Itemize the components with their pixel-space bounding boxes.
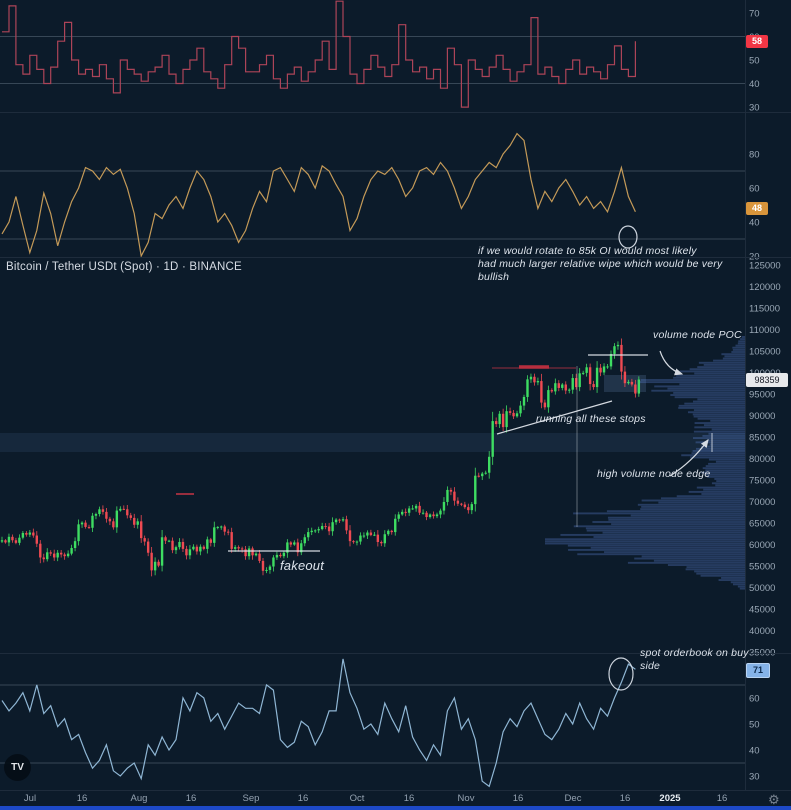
svg-text:20: 20 bbox=[749, 251, 760, 262]
note-running-stops: running all these stops bbox=[536, 413, 646, 425]
svg-text:45000: 45000 bbox=[749, 605, 775, 616]
svg-text:Jul: Jul bbox=[24, 793, 36, 804]
note-high-volume-node-edge: high volume node edge bbox=[597, 468, 711, 480]
svg-text:Nov: Nov bbox=[458, 793, 475, 804]
svg-text:40: 40 bbox=[749, 745, 760, 756]
svg-text:115000: 115000 bbox=[749, 303, 780, 314]
note-spot-orderbook: spot orderbook on buy side bbox=[640, 647, 749, 672]
svg-text:95000: 95000 bbox=[749, 389, 775, 400]
svg-text:65000: 65000 bbox=[749, 519, 775, 530]
svg-text:16: 16 bbox=[513, 793, 524, 804]
bottom-edge-strip bbox=[0, 806, 791, 810]
svg-text:40: 40 bbox=[749, 217, 760, 228]
svg-text:105000: 105000 bbox=[749, 346, 781, 357]
oi-delta-value-badge: 58 bbox=[746, 35, 768, 48]
svg-text:50: 50 bbox=[749, 719, 760, 730]
svg-text:60000: 60000 bbox=[749, 540, 775, 551]
note-fakeout: fakeout bbox=[280, 558, 325, 573]
note-oi-comment: if we would rotate to 85k OI would most … bbox=[478, 245, 723, 283]
svg-text:2025: 2025 bbox=[659, 793, 681, 804]
svg-text:110000: 110000 bbox=[749, 325, 780, 336]
svg-text:75000: 75000 bbox=[749, 476, 775, 487]
svg-text:16: 16 bbox=[404, 793, 415, 804]
note-volume-node-poc: volume node POC bbox=[653, 329, 742, 341]
oi-value-badge: 48 bbox=[746, 202, 768, 215]
svg-text:55000: 55000 bbox=[749, 562, 775, 573]
svg-text:16: 16 bbox=[717, 793, 728, 804]
svg-text:Sep: Sep bbox=[243, 793, 260, 804]
svg-text:16: 16 bbox=[186, 793, 197, 804]
spot-value-badge: 71 bbox=[746, 663, 770, 678]
svg-text:125000: 125000 bbox=[749, 260, 781, 271]
svg-text:50000: 50000 bbox=[749, 583, 775, 594]
svg-text:60: 60 bbox=[749, 693, 760, 704]
svg-text:Dec: Dec bbox=[565, 793, 582, 804]
last-price-badge: 98359 bbox=[746, 373, 788, 387]
svg-text:80000: 80000 bbox=[749, 454, 775, 465]
svg-text:Oct: Oct bbox=[350, 793, 365, 804]
svg-text:40000: 40000 bbox=[749, 626, 775, 637]
svg-text:30: 30 bbox=[749, 771, 760, 782]
svg-text:85000: 85000 bbox=[749, 432, 775, 443]
svg-text:30: 30 bbox=[749, 103, 760, 114]
svg-text:80: 80 bbox=[749, 149, 760, 160]
gear-icon[interactable]: ⚙ bbox=[768, 792, 780, 807]
svg-text:16: 16 bbox=[620, 793, 631, 804]
svg-text:70: 70 bbox=[749, 8, 760, 19]
symbol-title: Bitcoin / Tether USDt (Spot) · 1D · BINA… bbox=[6, 261, 242, 273]
svg-text:16: 16 bbox=[298, 793, 309, 804]
tradingview-logo[interactable]: TV bbox=[4, 754, 31, 781]
svg-text:60: 60 bbox=[749, 183, 760, 194]
svg-text:50: 50 bbox=[749, 56, 760, 67]
svg-text:120000: 120000 bbox=[749, 282, 781, 293]
svg-text:16: 16 bbox=[77, 793, 88, 804]
svg-text:Aug: Aug bbox=[131, 793, 148, 804]
svg-text:90000: 90000 bbox=[749, 411, 775, 422]
svg-text:70000: 70000 bbox=[749, 497, 775, 508]
svg-text:40: 40 bbox=[749, 79, 760, 90]
